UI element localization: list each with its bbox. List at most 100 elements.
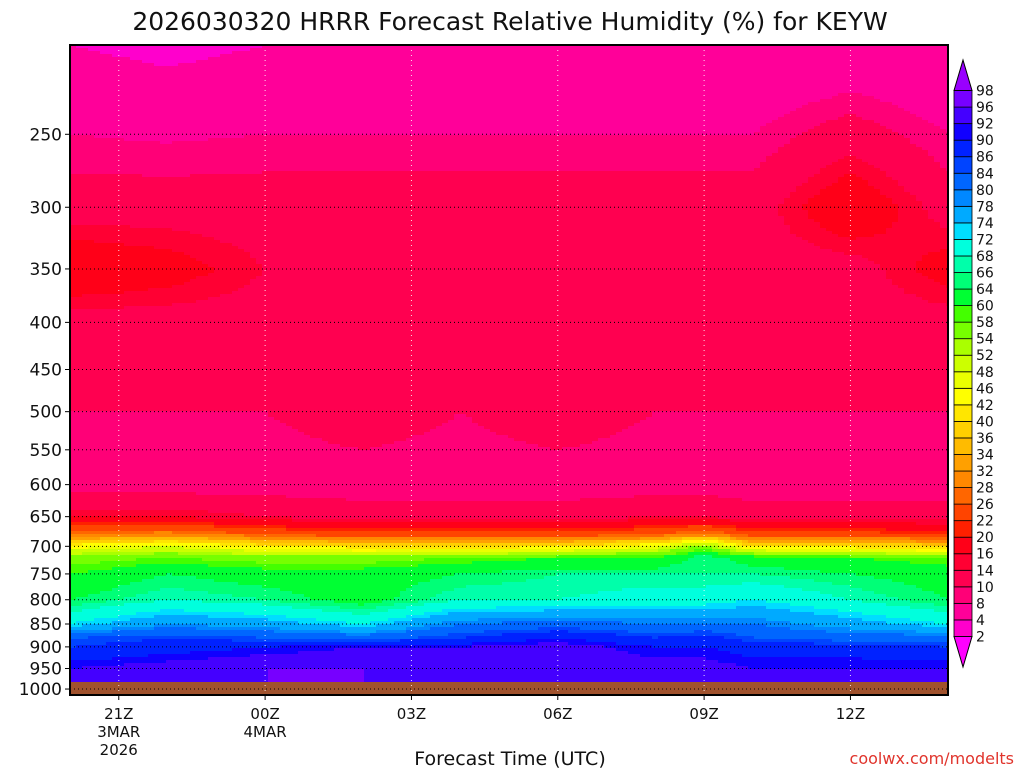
rh-cell — [124, 159, 131, 163]
rh-cell — [88, 477, 95, 481]
rh-cell — [82, 411, 89, 415]
rh-cell — [70, 678, 77, 682]
rh-cell — [106, 393, 113, 397]
rh-cell — [100, 609, 107, 613]
rh-cell — [88, 267, 95, 271]
rh-cell — [106, 342, 113, 346]
rh-cell — [70, 198, 77, 202]
rh-cell — [70, 183, 77, 187]
rh-cell — [70, 279, 77, 283]
rh-cell — [100, 405, 107, 409]
rh-cell — [82, 75, 89, 79]
rh-cell — [94, 48, 101, 52]
rh-cell — [106, 639, 113, 643]
rh-cell — [100, 408, 107, 412]
rh-cell — [76, 528, 83, 532]
rh-cell — [82, 261, 89, 265]
rh-cell — [100, 342, 107, 346]
rh-cell — [76, 636, 83, 640]
rh-cell — [88, 381, 95, 385]
rh-cell — [82, 87, 89, 91]
rh-cell — [118, 276, 125, 280]
rh-cell — [124, 462, 131, 466]
rh-cell — [70, 282, 77, 286]
rh-cell — [94, 201, 101, 205]
rh-cell — [100, 321, 107, 325]
rh-cell — [112, 594, 119, 598]
rh-cell — [94, 513, 101, 517]
rh-cell — [100, 90, 107, 94]
rh-cell — [124, 342, 131, 346]
rh-cell — [100, 474, 107, 478]
rh-cell — [124, 321, 131, 325]
rh-cell — [82, 432, 89, 436]
rh-cell — [112, 69, 119, 73]
rh-cell — [88, 348, 95, 352]
rh-cell — [112, 60, 119, 64]
rh-cell — [112, 402, 119, 406]
rh-cell — [130, 483, 137, 487]
rh-cell — [112, 63, 119, 67]
rh-cell — [82, 246, 89, 250]
rh-cell — [106, 537, 113, 541]
rh-cell — [94, 663, 101, 667]
rh-cell — [82, 450, 89, 454]
rh-cell — [112, 48, 119, 52]
rh-cell — [112, 444, 119, 448]
rh-cell — [130, 75, 137, 79]
rh-cell — [118, 81, 125, 85]
rh-cell — [106, 267, 113, 271]
rh-cell — [70, 432, 77, 436]
rh-cell — [100, 420, 107, 424]
rh-cell — [94, 621, 101, 625]
rh-cell — [100, 504, 107, 508]
rh-cell — [94, 276, 101, 280]
rh-cell — [94, 426, 101, 430]
rh-cell — [76, 450, 83, 454]
rh-cell — [94, 672, 101, 676]
rh-cell — [130, 351, 137, 355]
rh-cell — [82, 150, 89, 154]
rh-cell — [76, 159, 83, 163]
rh-cell — [100, 639, 107, 643]
rh-cell — [100, 45, 107, 49]
rh-cell — [94, 624, 101, 628]
rh-cell — [100, 678, 107, 682]
rh-cell — [124, 663, 131, 667]
rh-cell — [112, 342, 119, 346]
rh-cell — [106, 417, 113, 421]
rh-cell — [88, 87, 95, 91]
rh-cell — [130, 183, 137, 187]
rh-cell — [118, 72, 125, 76]
rh-cell — [82, 159, 89, 163]
rh-cell — [124, 453, 131, 457]
rh-cell — [112, 363, 119, 367]
rh-cell — [118, 258, 125, 262]
rh-cell — [118, 75, 125, 79]
rh-cell — [112, 639, 119, 643]
rh-cell — [118, 561, 125, 565]
rh-cell — [118, 234, 125, 238]
rh-cell — [100, 369, 107, 373]
rh-cell — [112, 441, 119, 445]
rh-cell — [76, 432, 83, 436]
rh-cell — [112, 231, 119, 235]
rh-cell — [100, 570, 107, 574]
rh-cell — [100, 102, 107, 106]
rh-cell — [118, 462, 125, 466]
rh-cell — [118, 405, 125, 409]
rh-cell — [94, 138, 101, 142]
rh-cell — [88, 255, 95, 259]
rh-cell — [70, 165, 77, 169]
rh-cell — [94, 594, 101, 598]
rh-cell — [82, 489, 89, 493]
rh-cell — [118, 57, 125, 61]
rh-cell — [130, 510, 137, 514]
rh-cell — [88, 387, 95, 391]
rh-cell — [112, 93, 119, 97]
rh-cell — [82, 672, 89, 676]
rh-cell — [82, 129, 89, 133]
rh-cell — [100, 549, 107, 553]
rh-cell — [130, 363, 137, 367]
